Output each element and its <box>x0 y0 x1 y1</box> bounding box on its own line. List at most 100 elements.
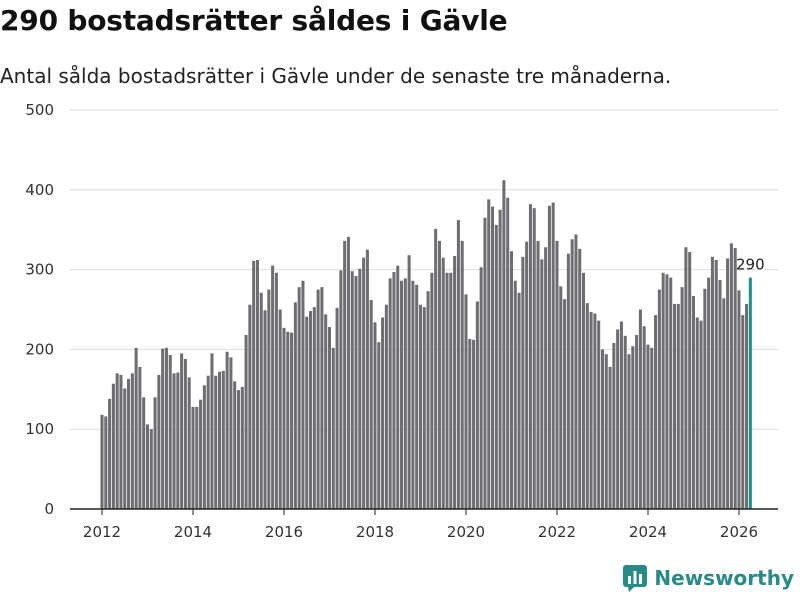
bar <box>373 322 377 509</box>
bar <box>642 326 646 509</box>
bar <box>498 209 502 509</box>
bar <box>491 206 495 509</box>
bar <box>544 247 548 509</box>
bar <box>475 301 479 509</box>
bar <box>426 291 430 509</box>
bar <box>259 292 263 509</box>
bar <box>377 342 381 509</box>
bar <box>691 295 695 509</box>
bar <box>684 247 688 509</box>
bar <box>517 292 521 509</box>
bar <box>119 374 123 509</box>
bar <box>635 335 639 509</box>
bar <box>528 204 532 509</box>
bar <box>297 287 301 509</box>
chart-title: 290 bostadsrätter såldes i Gävle <box>0 4 508 37</box>
bar <box>240 386 244 509</box>
newsworthy-logo: Newsworthy <box>622 564 794 592</box>
latest-value-label: 290 <box>736 256 765 274</box>
bar <box>301 280 305 509</box>
y-tick-label: 100 <box>25 420 54 438</box>
bar <box>657 289 661 509</box>
bar <box>646 344 650 509</box>
bar <box>305 316 309 509</box>
bar <box>400 280 404 509</box>
bar <box>536 240 540 509</box>
bar <box>680 287 684 509</box>
bar <box>673 303 677 509</box>
bar <box>312 307 316 509</box>
bar <box>608 366 612 509</box>
bar <box>661 272 665 509</box>
bar <box>707 277 711 509</box>
bar <box>225 351 229 509</box>
bar <box>559 286 563 509</box>
bar <box>437 240 441 509</box>
x-tick-label: 2026 <box>720 523 758 541</box>
x-tick-label: 2012 <box>83 523 121 541</box>
bar <box>320 287 324 509</box>
bar <box>525 241 529 510</box>
bar <box>540 259 544 509</box>
bar <box>676 303 680 509</box>
bar <box>604 354 608 509</box>
bar <box>472 339 476 509</box>
bar <box>339 270 343 509</box>
y-tick-label: 200 <box>25 340 54 358</box>
bar <box>191 406 195 509</box>
bar <box>123 388 127 509</box>
bar <box>290 332 294 509</box>
bar <box>506 197 510 509</box>
bar <box>396 265 400 509</box>
bar <box>669 277 673 509</box>
bar <box>278 309 282 509</box>
bar <box>309 311 313 509</box>
bar <box>688 252 692 510</box>
bar <box>627 354 631 509</box>
bar <box>252 260 256 509</box>
bar <box>585 303 589 509</box>
bar <box>650 347 654 509</box>
bar <box>430 272 434 509</box>
bar <box>138 366 142 509</box>
bar <box>411 280 415 509</box>
bar <box>392 271 396 509</box>
bar <box>479 267 483 509</box>
bar <box>286 331 290 509</box>
bar <box>456 220 460 509</box>
bar <box>718 279 722 509</box>
bar <box>384 304 388 509</box>
bar <box>183 358 187 509</box>
bar <box>722 298 726 509</box>
bar <box>168 354 172 509</box>
bar <box>104 416 108 509</box>
bar <box>695 317 699 509</box>
bar <box>403 278 407 509</box>
bar <box>267 289 271 509</box>
bar <box>343 240 347 509</box>
bar <box>616 329 620 509</box>
bar <box>369 299 373 509</box>
bar <box>582 272 586 509</box>
bar <box>362 257 366 509</box>
bar <box>494 224 498 509</box>
bar <box>282 327 286 509</box>
newsworthy-icon <box>623 565 648 592</box>
bar <box>468 339 472 509</box>
bar <box>612 343 616 509</box>
bar <box>449 272 453 509</box>
bar <box>176 372 180 509</box>
bar <box>346 236 350 509</box>
bar <box>415 284 419 509</box>
bar <box>108 398 112 509</box>
bar <box>293 302 297 509</box>
bar-latest <box>748 277 752 509</box>
bar <box>172 373 176 509</box>
bar <box>745 303 749 509</box>
bar <box>331 347 335 509</box>
bar <box>210 353 214 509</box>
bar <box>149 429 153 509</box>
bar <box>157 374 161 509</box>
bar <box>453 256 457 509</box>
bar <box>202 385 206 509</box>
